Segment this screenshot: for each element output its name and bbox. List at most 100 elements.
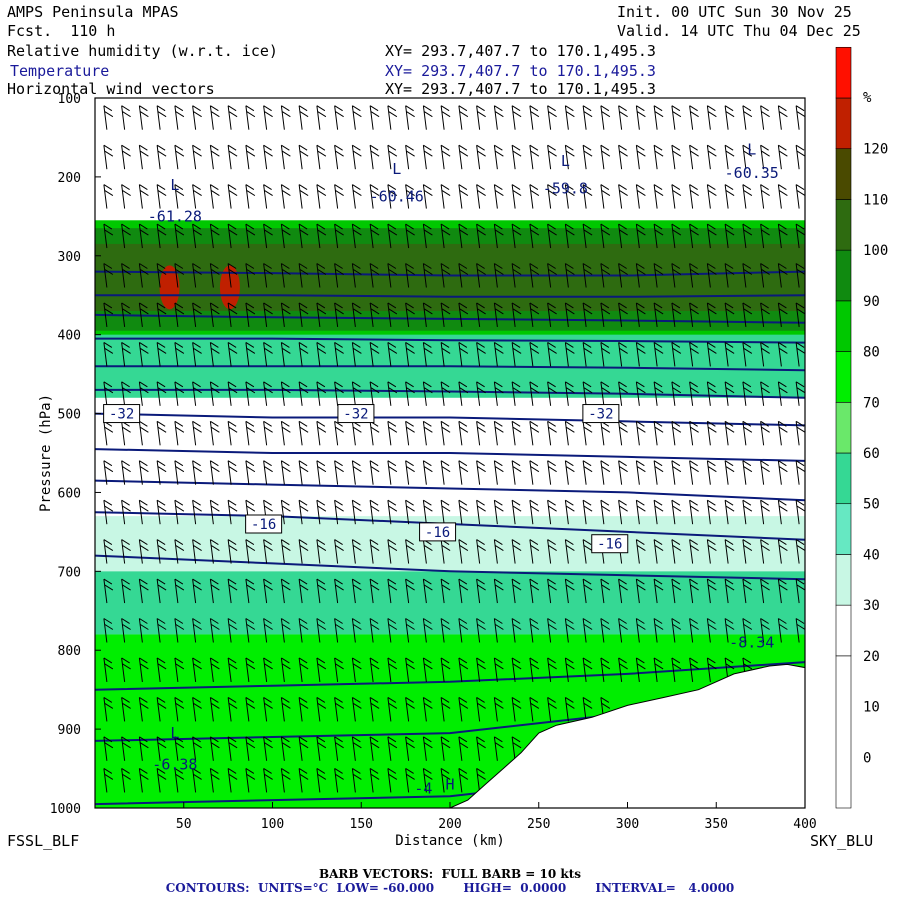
wind-barb (298, 618, 309, 643)
wind-barb (192, 223, 202, 249)
wind-barb (742, 263, 753, 288)
wind-barb (263, 223, 273, 249)
wind-barb (671, 302, 682, 328)
wind-barb (458, 736, 469, 761)
wind-barb (387, 223, 398, 249)
wind-barb (635, 223, 646, 249)
wind-barb (405, 263, 415, 288)
wind-barb (795, 539, 806, 564)
wind-barb (458, 657, 469, 683)
wind-barb (529, 696, 540, 722)
wind-barb (564, 696, 575, 722)
wind-barb (795, 223, 806, 249)
wind-barb (653, 618, 664, 643)
wind-barb (777, 184, 788, 209)
wind-barb (369, 381, 380, 406)
wind-barb (245, 420, 256, 446)
wind-barb (422, 144, 433, 170)
wind-barb (600, 460, 611, 485)
wind-barb (298, 184, 309, 209)
wind-barb (706, 184, 717, 209)
wind-barb (334, 767, 344, 793)
wind-barb (351, 618, 362, 643)
wind-barb (760, 302, 770, 328)
wind-barb (777, 618, 788, 643)
wind-barb (227, 618, 238, 643)
colorbar-label: 90 (863, 294, 880, 310)
wind-barb (298, 499, 309, 525)
wind-barb (547, 539, 557, 564)
wind-barb (334, 578, 344, 604)
wind-barb (351, 578, 362, 604)
wind-barb (440, 105, 451, 130)
wind-barb (192, 767, 202, 793)
wind-barb (742, 420, 753, 446)
wind-barb (174, 420, 185, 446)
wind-barb (192, 696, 202, 722)
wind-barb (618, 341, 628, 367)
wind-barb (564, 460, 575, 485)
wind-barb (316, 381, 327, 406)
wind-barb (689, 341, 699, 367)
contour-label-box (245, 514, 283, 534)
wind-barb (511, 696, 522, 722)
wind-barb (209, 184, 220, 209)
wind-barb (227, 539, 238, 564)
isotherm--28 (95, 448, 805, 462)
low-center-label: -60.35 (725, 164, 779, 182)
wind-barb (422, 578, 433, 604)
wind-barb (280, 223, 291, 249)
wind-barb (209, 736, 220, 761)
wind-barb (422, 263, 433, 288)
wind-barb (760, 105, 770, 130)
wind-barb (369, 420, 380, 446)
wind-barb (529, 302, 540, 328)
wind-barb (458, 302, 469, 328)
wind-barb (458, 618, 469, 643)
wind-barb (706, 223, 717, 249)
wind-barb (689, 223, 699, 249)
wind-barb (334, 223, 344, 249)
left-station-label: FSSL_BLF (7, 832, 80, 850)
wind-barb (156, 618, 167, 643)
wind-barb (795, 184, 806, 209)
wind-barb (653, 341, 664, 367)
wind-barb (174, 539, 185, 564)
colorbar-band (835, 97, 852, 150)
wind-barb (529, 381, 540, 406)
wind-barb (689, 263, 699, 288)
wind-barb (334, 144, 344, 170)
wind-barb (387, 578, 398, 604)
wind-barb (760, 460, 770, 485)
wind-barb (742, 302, 753, 328)
wind-barb (334, 302, 344, 328)
field-label-wind: Horizontal wind vectors (7, 80, 215, 98)
x-tick-label: 150 (350, 817, 373, 832)
wind-barb (635, 460, 646, 485)
wind-barb (564, 420, 575, 446)
wind-barb (582, 381, 593, 406)
wind-barb (245, 767, 256, 793)
wind-barb (369, 696, 380, 722)
high-center-label: -4 (414, 779, 432, 797)
wind-barb (405, 420, 415, 446)
wind-barb (334, 696, 344, 722)
wind-barb (777, 341, 788, 367)
wind-barb (458, 263, 469, 288)
contour-label: -32 (343, 407, 368, 423)
wind-barb (564, 499, 575, 525)
wind-barb (209, 578, 220, 604)
wind-barb (511, 302, 522, 328)
field-label-rh: Relative humidity (w.r.t. ice) (7, 42, 278, 60)
wind-barb (529, 578, 540, 604)
colorbar-band (835, 401, 852, 454)
wind-barb (263, 578, 273, 604)
wind-barb (209, 696, 220, 722)
wind-barb (706, 420, 717, 446)
wind-barb (387, 767, 398, 793)
wind-barb (742, 460, 753, 485)
wind-barb (316, 618, 327, 643)
wind-barb (689, 460, 699, 485)
wind-barb (192, 460, 202, 485)
wind-barb (458, 420, 469, 446)
